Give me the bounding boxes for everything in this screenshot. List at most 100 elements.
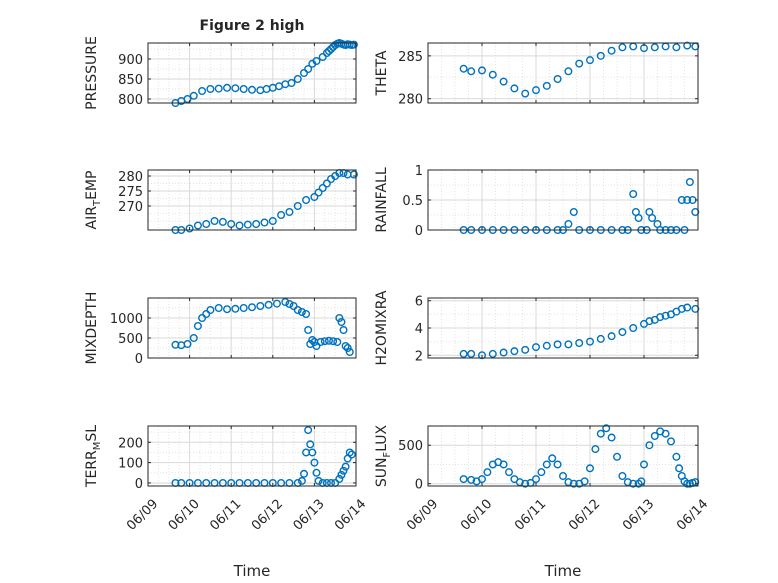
data-point — [629, 324, 638, 333]
data-point — [575, 339, 584, 348]
data-point — [553, 74, 562, 83]
data-point — [559, 472, 568, 481]
data-point — [302, 195, 311, 204]
chart-title: Figure 2 high — [200, 18, 305, 34]
data-point — [586, 464, 595, 473]
data-point — [637, 477, 646, 486]
data-point — [189, 334, 198, 343]
data-point — [304, 426, 313, 435]
data-point — [629, 189, 638, 198]
data-point — [341, 342, 350, 351]
data-point — [324, 47, 333, 56]
subplot-5: 0 500 1000 MIXDEPTH — [84, 292, 357, 367]
data-point — [623, 478, 632, 487]
y-tick-label: 280 — [118, 170, 143, 185]
data-point — [672, 43, 681, 52]
data-point — [322, 49, 331, 58]
data-point — [297, 308, 306, 317]
data-point — [645, 441, 654, 450]
data-point — [499, 348, 508, 357]
data-point — [320, 337, 329, 346]
data-point — [235, 221, 244, 230]
y-tick-label: 0 — [135, 352, 143, 367]
data-point — [459, 64, 468, 73]
data-point — [667, 437, 676, 446]
data-point — [553, 340, 562, 349]
data-point — [223, 83, 232, 92]
subplot-1: 800 850 900 PRESSURE Figure 2 high — [84, 18, 358, 110]
data-point — [569, 479, 578, 488]
data-point — [310, 192, 319, 201]
data-point — [618, 328, 627, 337]
data-point — [515, 478, 524, 487]
data-point — [580, 477, 589, 486]
data-point — [206, 306, 215, 315]
data-point — [586, 56, 595, 65]
data-point — [341, 462, 350, 471]
y-tick-label: 200 — [118, 436, 143, 451]
data-point — [634, 213, 643, 222]
data-point — [629, 479, 638, 488]
data-point — [285, 300, 294, 309]
data-point — [318, 183, 327, 192]
data-point — [613, 452, 622, 461]
data-point — [335, 474, 344, 483]
data-point — [272, 299, 281, 308]
data-point — [459, 349, 468, 358]
data-point — [339, 326, 348, 335]
data-point — [310, 458, 319, 467]
data-point — [318, 53, 327, 62]
axes-box — [147, 425, 357, 487]
data-point — [214, 84, 223, 93]
y-tick-label: 500 — [398, 439, 423, 454]
subplot-6: 2 4 6 H2OMIXRA — [374, 290, 700, 366]
data-point — [499, 460, 508, 469]
data-point — [537, 468, 546, 477]
data-point — [521, 345, 530, 354]
y-axis-label: PRESSURE — [84, 36, 100, 110]
y-tick-label: 1 — [415, 164, 423, 179]
data-point — [312, 468, 321, 477]
data-point — [591, 445, 600, 454]
data-point — [345, 448, 354, 457]
x-axis-label: Time — [544, 562, 582, 580]
data-point — [183, 340, 192, 349]
y-tick-label: 1000 — [110, 312, 143, 327]
data-point — [314, 476, 323, 485]
data-point — [459, 475, 468, 484]
y-axis-label: THETA — [374, 50, 390, 96]
data-point — [239, 84, 248, 93]
data-point — [656, 313, 665, 322]
data-point — [314, 188, 323, 197]
y-tick-label: 0.5 — [402, 194, 423, 209]
data-point — [683, 195, 692, 204]
data-point — [510, 84, 519, 93]
y-tick-label: 285 — [398, 50, 423, 65]
data-point — [542, 81, 551, 90]
data-point — [289, 302, 298, 311]
data-point — [308, 448, 317, 457]
data-point — [618, 472, 627, 481]
data-point — [607, 332, 616, 341]
data-point — [243, 220, 252, 229]
data-point — [202, 310, 211, 319]
y-tick-label: 4 — [415, 322, 423, 337]
data-point — [335, 314, 344, 323]
data-point — [661, 311, 670, 320]
data-point — [206, 84, 215, 93]
subplot-4: 0 0.5 1 RAINFALL — [374, 164, 700, 239]
data-point — [210, 216, 219, 225]
data-point — [661, 429, 670, 438]
y-axis-label: AIRTEMP — [84, 171, 103, 230]
data-point — [277, 210, 286, 219]
axes-box — [427, 42, 699, 104]
data-point — [618, 43, 627, 52]
data-point — [532, 86, 541, 95]
data-point — [297, 476, 306, 485]
y-axis-label: RAINFALL — [374, 167, 390, 232]
data-point — [231, 304, 240, 313]
data-point — [683, 303, 692, 312]
data-point — [510, 347, 519, 356]
data-point — [300, 68, 309, 77]
data-point — [532, 475, 541, 484]
